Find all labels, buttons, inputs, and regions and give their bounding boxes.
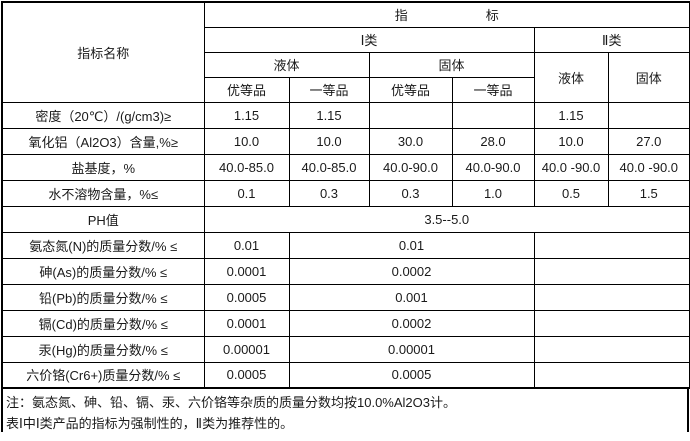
table-row-hexavalent-chromium: 六价铬(Cr6+)质量分数/% ≤ 0.0005 0.0005 — [1, 361, 690, 389]
header-indicator-name: 指标名称 — [1, 1, 205, 103]
value-cell-empty — [533, 231, 690, 259]
value-cell-empty — [533, 335, 690, 363]
value-cell: 40.0-90.0 — [368, 153, 453, 181]
row-label: 氧化铝（Al2O3）含量,%≥ — [1, 127, 205, 155]
value-cell: 40.0 -90.0 — [607, 153, 690, 181]
table-row-ph: PH值 3.5--5.0 — [1, 205, 690, 233]
header-class-ii-liquid: 液体 — [533, 51, 609, 103]
value-cell: 10.0 — [203, 127, 290, 155]
value-cell: 1.15 — [203, 101, 290, 129]
value-cell — [368, 101, 453, 129]
table-row-lead: 铅(Pb)的质量分数/% ≤ 0.0005 0.001 — [1, 283, 690, 311]
value-cell-empty — [533, 283, 690, 311]
header-class-i-liquid: 液体 — [203, 51, 370, 78]
value-cell: 0.1 — [203, 179, 290, 207]
value-cell: 0.0005 — [203, 283, 290, 311]
value-cell: 30.0 — [368, 127, 453, 155]
header-row-4: 优等品 一等品 优等品 一等品 — [2, 76, 690, 103]
value-cell: 40.0-85.0 — [288, 153, 370, 181]
header-grade-first-solid: 一等品 — [451, 76, 535, 103]
value-cell: 0.0001 — [203, 309, 290, 337]
row-label: 氨态氮(N)的质量分数/% ≤ — [1, 231, 205, 259]
table-row-arsenic: 砷(As)的质量分数/% ≤ 0.0001 0.0002 — [1, 257, 690, 285]
header-grade-premium-liquid: 优等品 — [203, 76, 290, 103]
value-cell-merged: 0.0002 — [288, 309, 535, 337]
value-cell: 1.5 — [607, 179, 690, 207]
value-cell: 40.0-90.0 — [451, 153, 535, 181]
header-row-2: Ⅰ类 Ⅱ类 — [2, 26, 690, 53]
value-cell: 0.01 — [203, 231, 290, 259]
header-class-i: Ⅰ类 — [203, 26, 535, 53]
table-row-density: 密度（20℃）/(g/cm3)≥ 1.15 1.15 1.15 — [1, 101, 690, 129]
value-cell: 27.0 — [607, 127, 690, 155]
value-cell: 10.0 — [288, 127, 370, 155]
row-label: PH值 — [1, 205, 205, 233]
value-cell-empty — [533, 257, 690, 285]
table-row-insoluble: 水不溶物含量，%≤ 0.1 0.3 0.3 1.0 0.5 1.5 — [1, 179, 690, 207]
note-mandatory: 表Ⅰ中Ⅰ类产品的指标为强制性的，Ⅱ类为推荐性的。 — [6, 416, 294, 431]
value-cell: 0.0005 — [203, 361, 290, 389]
row-label: 铅(Pb)的质量分数/% ≤ — [1, 283, 205, 311]
row-label: 汞(Hg)的质量分数/% ≤ — [1, 335, 205, 363]
value-cell: 0.00001 — [203, 335, 290, 363]
spec-table: 指标名称 指 标 Ⅰ类 Ⅱ类 液体 固体 液体 固体 优等品 一等品 优等品 一… — [1, 1, 690, 389]
row-label: 六价铬(Cr6+)质量分数/% ≤ — [1, 361, 205, 389]
note-impurities: 注：氨态氮、砷、铅、镉、汞、六价铬等杂质的质量分数均按10.0%Al2O3计。 — [6, 395, 456, 410]
value-cell: 10.0 — [533, 127, 609, 155]
header-class-ii: Ⅱ类 — [533, 26, 690, 53]
row-label: 密度（20℃）/(g/cm3)≥ — [1, 101, 205, 129]
header-indicator-title: 指 标 — [203, 1, 690, 28]
value-cell-merged: 3.5--5.0 — [203, 205, 690, 233]
value-cell: 0.3 — [368, 179, 453, 207]
header-row-1: 指标名称 指 标 — [1, 1, 690, 103]
value-cell — [607, 101, 690, 129]
table-notes: 注：氨态氮、砷、铅、镉、汞、六价铬等杂质的质量分数均按10.0%Al2O3计。 … — [1, 389, 689, 432]
value-cell — [451, 101, 535, 129]
value-cell-merged: 0.01 — [288, 231, 535, 259]
header-class-ii-solid: 固体 — [607, 51, 690, 103]
value-cell-merged: 0.001 — [288, 283, 535, 311]
header-grade-first-liquid: 一等品 — [288, 76, 370, 103]
table-row-alumina: 氧化铝（Al2O3）含量,%≥ 10.0 10.0 30.0 28.0 10.0… — [1, 127, 690, 155]
value-cell: 1.15 — [533, 101, 609, 129]
table-row-basicity: 盐基度，% 40.0-85.0 40.0-85.0 40.0-90.0 40.0… — [1, 153, 690, 181]
value-cell: 0.3 — [288, 179, 370, 207]
table-row-cadmium: 镉(Cd)的质量分数/% ≤ 0.0001 0.0002 — [1, 309, 690, 337]
value-cell: 1.0 — [451, 179, 535, 207]
row-label: 水不溶物含量，%≤ — [1, 179, 205, 207]
header-grade-premium-solid: 优等品 — [368, 76, 453, 103]
row-label: 砷(As)的质量分数/% ≤ — [1, 257, 205, 285]
row-label: 镉(Cd)的质量分数/% ≤ — [1, 309, 205, 337]
value-cell: 40.0-85.0 — [203, 153, 290, 181]
header-row-3: 液体 固体 液体 固体 — [2, 51, 690, 103]
table-row-mercury: 汞(Hg)的质量分数/% ≤ 0.00001 0.00001 — [1, 335, 690, 363]
value-cell: 40.0 -90.0 — [533, 153, 609, 181]
header-class-i-solid: 固体 — [368, 51, 535, 78]
value-cell: 28.0 — [451, 127, 535, 155]
row-label: 盐基度，% — [1, 153, 205, 181]
value-cell: 0.5 — [533, 179, 609, 207]
value-cell: 1.15 — [288, 101, 370, 129]
value-cell-empty — [533, 309, 690, 337]
value-cell-merged: 0.0005 — [288, 361, 535, 389]
value-cell-empty — [533, 361, 690, 389]
value-cell: 0.0001 — [203, 257, 290, 285]
value-cell-merged: 0.00001 — [288, 335, 535, 363]
value-cell-merged: 0.0002 — [288, 257, 535, 285]
table-row-ammonia-nitrogen: 氨态氮(N)的质量分数/% ≤ 0.01 0.01 — [1, 231, 690, 259]
